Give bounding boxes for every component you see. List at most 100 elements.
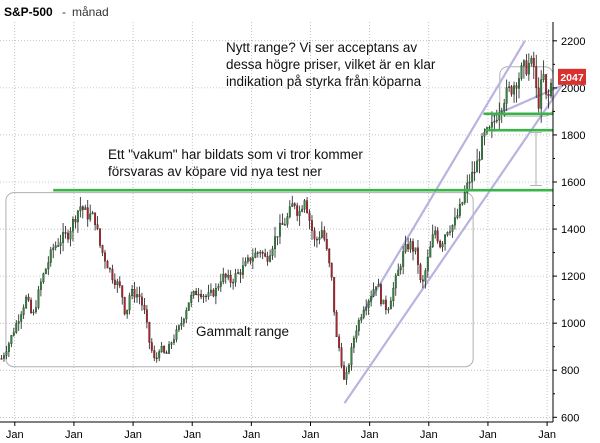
candle-body <box>301 208 304 212</box>
candle-body <box>530 57 533 64</box>
candle-body <box>441 243 444 248</box>
candles-layer <box>0 51 552 385</box>
candle-body <box>266 256 269 262</box>
candle-body <box>168 344 171 354</box>
y-tick-label: 1000 <box>561 318 585 330</box>
candle-body <box>49 249 52 263</box>
candle-body <box>67 232 69 240</box>
candle-body <box>274 236 276 250</box>
candle-body <box>387 308 390 311</box>
candle-body <box>47 262 50 270</box>
candle-body <box>315 238 318 241</box>
candle-body <box>74 219 77 223</box>
y-tick-label: 800 <box>561 365 579 377</box>
candle-body <box>547 94 550 97</box>
candle-body <box>94 212 97 225</box>
channel-line <box>343 84 563 404</box>
candle-body <box>222 273 225 282</box>
candle-body <box>123 297 126 315</box>
candle-body <box>493 120 496 123</box>
candle-body <box>446 232 449 236</box>
candle-body <box>320 230 323 238</box>
candle-body <box>382 299 385 305</box>
candle-body <box>298 211 301 216</box>
candle-body <box>207 292 210 297</box>
candle-body <box>407 244 410 250</box>
candle-body <box>540 79 543 109</box>
candle-body <box>399 266 402 271</box>
candle-body <box>175 329 178 340</box>
candle-body <box>163 346 166 353</box>
candle-body <box>116 281 119 285</box>
candle-body <box>224 273 227 278</box>
candle-body <box>148 322 151 343</box>
candle-body <box>508 86 511 88</box>
candle-body <box>44 268 47 274</box>
candle-body <box>150 342 153 351</box>
x-tick-label: Jan <box>6 429 24 441</box>
candle-body <box>510 86 513 95</box>
candle-body <box>145 309 148 323</box>
candle-body <box>456 215 459 218</box>
candle-body <box>377 284 380 287</box>
candle-body <box>449 231 451 233</box>
candle-body <box>187 302 190 311</box>
candle-body <box>108 267 111 270</box>
candle-body <box>91 212 94 215</box>
candle-body <box>12 332 15 336</box>
candle-body <box>99 228 102 246</box>
candle-body <box>429 246 432 258</box>
candle-body <box>318 237 321 240</box>
y-tick-label: 2200 <box>561 36 585 48</box>
x-tick-label: Jan <box>124 429 142 441</box>
candle-body <box>424 270 427 282</box>
candle-body <box>217 286 220 289</box>
candle-body <box>431 234 434 247</box>
candle-body <box>451 225 454 232</box>
candle-body <box>488 127 491 129</box>
candle-body <box>96 224 99 229</box>
candle-body <box>345 371 348 380</box>
candle-body <box>478 159 481 162</box>
candle-body <box>412 241 414 252</box>
annotation-line: Ett "vakum" har bildats som vi tror komm… <box>108 147 363 162</box>
support-levels <box>53 112 553 192</box>
candle-body <box>402 251 405 267</box>
y-tick-label: 2000 <box>561 83 585 95</box>
candle-body <box>542 74 545 80</box>
candle-body <box>30 299 33 313</box>
candle-body <box>227 274 230 278</box>
candle-body <box>394 275 397 289</box>
candle-body <box>104 252 106 262</box>
candle-body <box>2 355 5 359</box>
candle-body <box>190 295 193 303</box>
candle-body <box>0 358 3 360</box>
candle-body <box>463 192 466 203</box>
channel-lines <box>343 40 563 404</box>
y-tick-label: 1800 <box>561 130 585 142</box>
candle-body <box>505 87 508 104</box>
candle-body <box>261 252 264 254</box>
candle-body <box>249 257 252 262</box>
candle-body <box>471 171 474 183</box>
candle-body <box>155 357 158 360</box>
candle-body <box>481 136 483 160</box>
candle-body <box>389 300 392 310</box>
candle-body <box>350 347 353 366</box>
candle-body <box>57 245 60 247</box>
candle-body <box>362 310 365 318</box>
candle-body <box>128 295 131 311</box>
candle-body <box>177 325 180 330</box>
candle-body <box>113 279 116 285</box>
candle-body <box>232 281 235 284</box>
candle-body <box>69 231 72 240</box>
candle-body <box>436 230 439 242</box>
candle-body <box>380 284 382 305</box>
candle-body <box>532 57 535 67</box>
candle-body <box>165 352 168 354</box>
candle-body <box>242 265 244 275</box>
candle-body <box>296 205 299 216</box>
x-tick-label: Jan <box>183 429 201 441</box>
candle-body <box>64 232 67 234</box>
candle-body <box>338 336 341 348</box>
